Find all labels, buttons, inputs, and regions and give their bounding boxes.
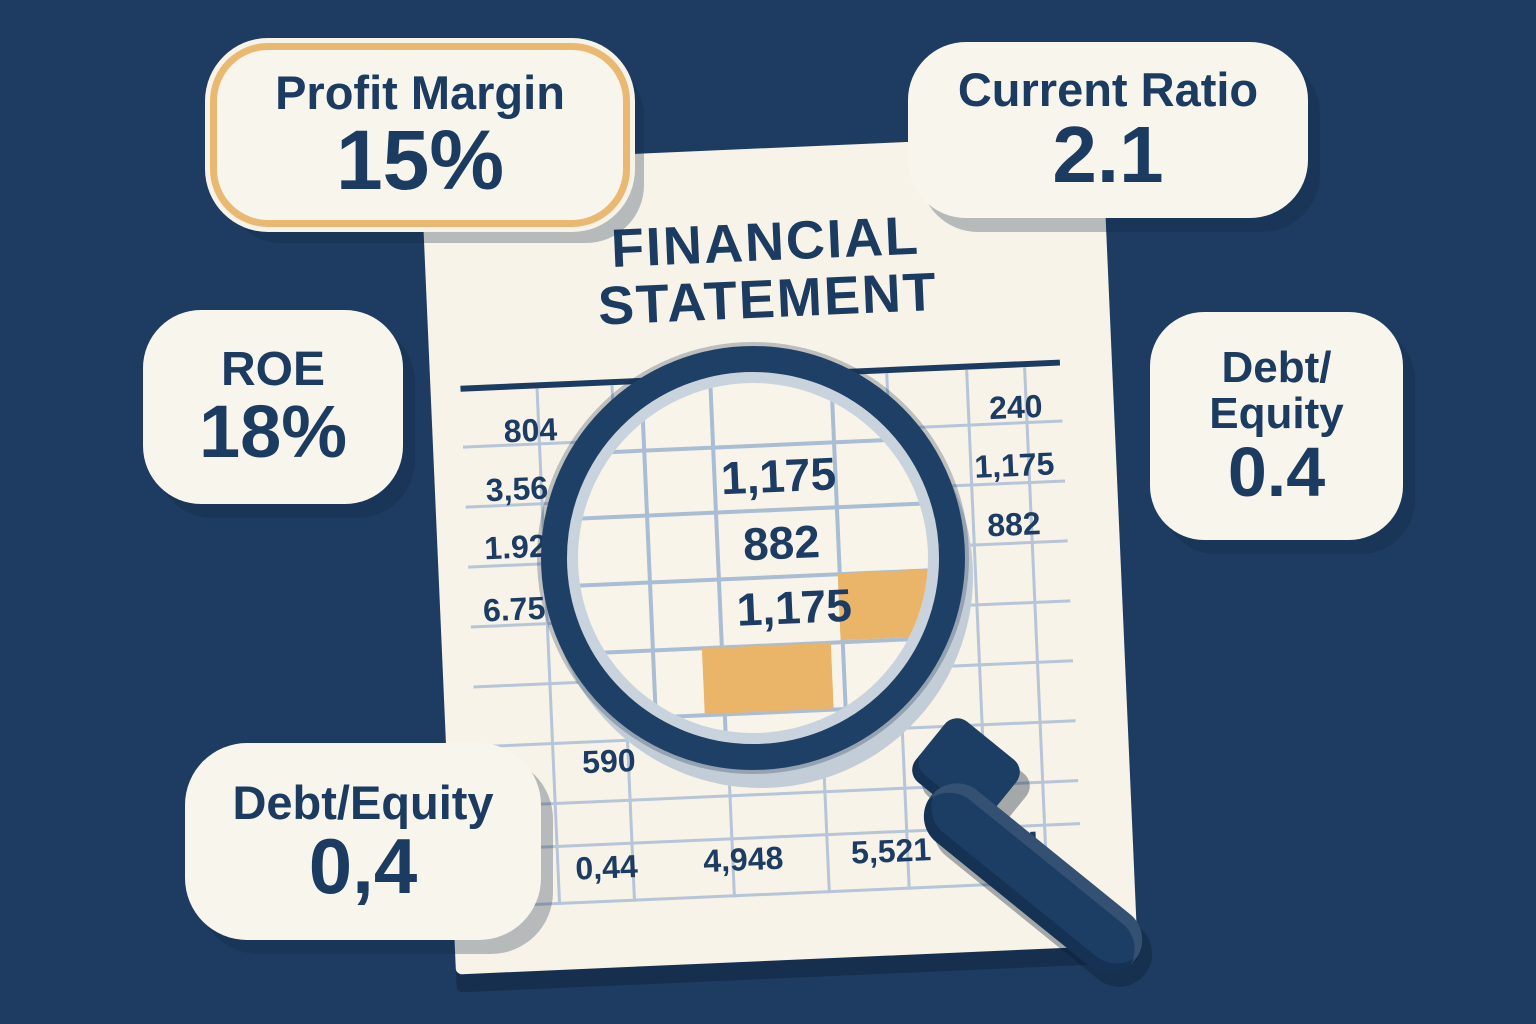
badge-label: Current Ratio xyxy=(957,63,1259,117)
badge-label: Debt/ Equity xyxy=(1209,342,1344,438)
table-cell-value: 882 xyxy=(986,505,1042,544)
table-cell-value: 5,521 xyxy=(850,831,932,871)
badge-label-line1: Debt/ xyxy=(1221,342,1332,392)
table-cell-value: 4,948 xyxy=(702,839,785,880)
lens-cell-value: 1,175 xyxy=(735,578,853,636)
badge-roe: ROE 18% xyxy=(143,310,403,504)
badge-label: Debt/Equity xyxy=(232,775,494,829)
highlighted-cell xyxy=(701,642,834,715)
grid-line-v xyxy=(637,383,661,733)
lens-cell-value: 1,175 xyxy=(719,447,838,505)
badge-debt-equity-bottom: Debt/Equity 0,4 xyxy=(185,743,541,940)
badge-label-line2: Equity xyxy=(1209,389,1344,438)
grid-line-v xyxy=(1023,367,1049,884)
table-cell-value: 804 xyxy=(502,411,558,450)
table-cell-value: 240 xyxy=(988,387,1044,427)
badge-profit-margin: Profit Margin 15% xyxy=(210,43,630,227)
lens-magnified-view: 1,175 882 1,175 xyxy=(578,383,928,733)
badge-current-ratio: Current Ratio 2.1 xyxy=(908,42,1308,218)
lens-grid: 1,175 882 1,175 xyxy=(578,383,928,733)
table-cell-value: 0,44 xyxy=(574,847,639,887)
table-cell-value: 590 xyxy=(581,741,637,781)
table-cell-value: 1.92 xyxy=(483,527,548,567)
badge-value: 0,4 xyxy=(308,822,418,911)
lens-cell-value: 882 xyxy=(741,515,821,571)
badge-value: 15% xyxy=(335,112,505,207)
badge-value: 2.1 xyxy=(1052,109,1164,199)
table-cell-value: 1,175 xyxy=(973,445,1056,485)
magnifying-glass-lens: 1,175 882 1,175 xyxy=(541,346,965,770)
badge-value: 18% xyxy=(198,390,348,474)
table-cell-value: 6.75 xyxy=(482,589,547,629)
badge-label: ROE xyxy=(220,342,325,396)
badge-value: 0.4 xyxy=(1227,433,1326,512)
table-cell-value: 3,56 xyxy=(485,469,549,509)
badge-label: Profit Margin xyxy=(275,66,565,120)
badge-debt-equity-side: Debt/ Equity 0.4 xyxy=(1150,312,1403,540)
